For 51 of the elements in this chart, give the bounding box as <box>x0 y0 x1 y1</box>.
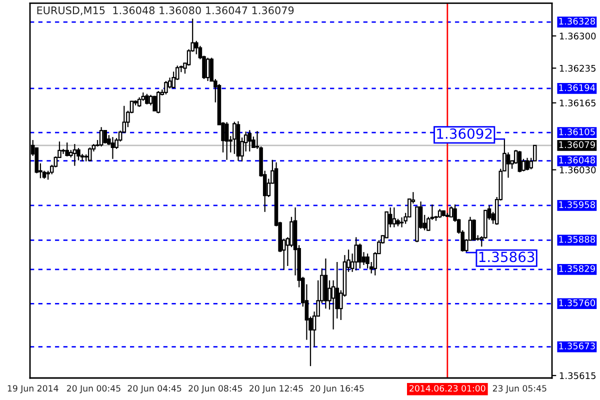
ref-line-label: 1.36194 <box>559 84 596 92</box>
candlestick <box>392 206 396 228</box>
candlestick <box>224 122 229 160</box>
candlestick <box>400 216 404 228</box>
candlestick <box>88 146 92 162</box>
chart-title: EURUSD,M15 1.36048 1.36080 1.36047 1.36079 <box>37 6 294 16</box>
candlestick <box>358 243 362 269</box>
candlestick <box>206 57 210 82</box>
candlestick <box>103 130 107 144</box>
candlestick <box>518 150 522 173</box>
y-tick-label: 1.36030 <box>560 166 596 174</box>
y-tick-label: 1.36235 <box>560 64 596 72</box>
candlestick <box>72 143 77 166</box>
candlestick <box>248 130 252 152</box>
candlestick <box>156 90 160 114</box>
ref-line-label: 1.35673 <box>559 342 595 350</box>
candlestick <box>99 126 104 148</box>
candlestick <box>354 236 358 271</box>
ref-line-label: 1.36048 <box>559 156 595 164</box>
candlestick <box>61 148 66 154</box>
annotation: 1.35863 <box>479 252 534 262</box>
ref-line-label: 1.35958 <box>559 201 595 208</box>
candlestick <box>164 80 168 95</box>
candlestick <box>65 142 69 157</box>
candlestick <box>194 40 198 55</box>
annotation: 1.36092 <box>437 128 492 139</box>
x-tick-label: 2014.06.23 01:00 <box>410 385 486 392</box>
ref-line-label: 1.36079 <box>559 141 595 148</box>
ref-line-label: 1.35888 <box>559 236 595 243</box>
y-tick-label: 1.35615 <box>560 372 596 380</box>
candlestick <box>472 218 476 242</box>
candlestick <box>449 206 454 218</box>
ref-line-label: 1.35829 <box>559 265 595 272</box>
ref-line-label: 1.36328 <box>559 18 595 25</box>
x-tick-label: 20 Jun 12:45 <box>250 385 303 394</box>
candlestick <box>152 95 156 112</box>
ref-line-label: 1.35760 <box>559 299 595 306</box>
candlestick <box>137 96 142 108</box>
candlestick <box>506 152 510 178</box>
x-tick-label: 20 Jun 16:45 <box>310 385 364 394</box>
candlestick <box>145 93 149 105</box>
x-tick-label: 20 Jun 08:45 <box>188 385 242 394</box>
y-tick-label: 1.36300 <box>560 32 596 40</box>
x-tick-label: 19 Jun 2014 <box>8 385 58 394</box>
candlestick <box>110 136 115 160</box>
x-tick-label: 20 Jun 00:45 <box>66 385 120 394</box>
x-tick-label: 23 Jun 05:45 <box>492 385 546 394</box>
ref-line-label: 1.36105 <box>559 128 595 136</box>
candlestick <box>525 157 530 171</box>
y-tick-label: 1.36165 <box>560 100 596 106</box>
x-tick-label: 20 Jun 04:45 <box>128 385 182 394</box>
